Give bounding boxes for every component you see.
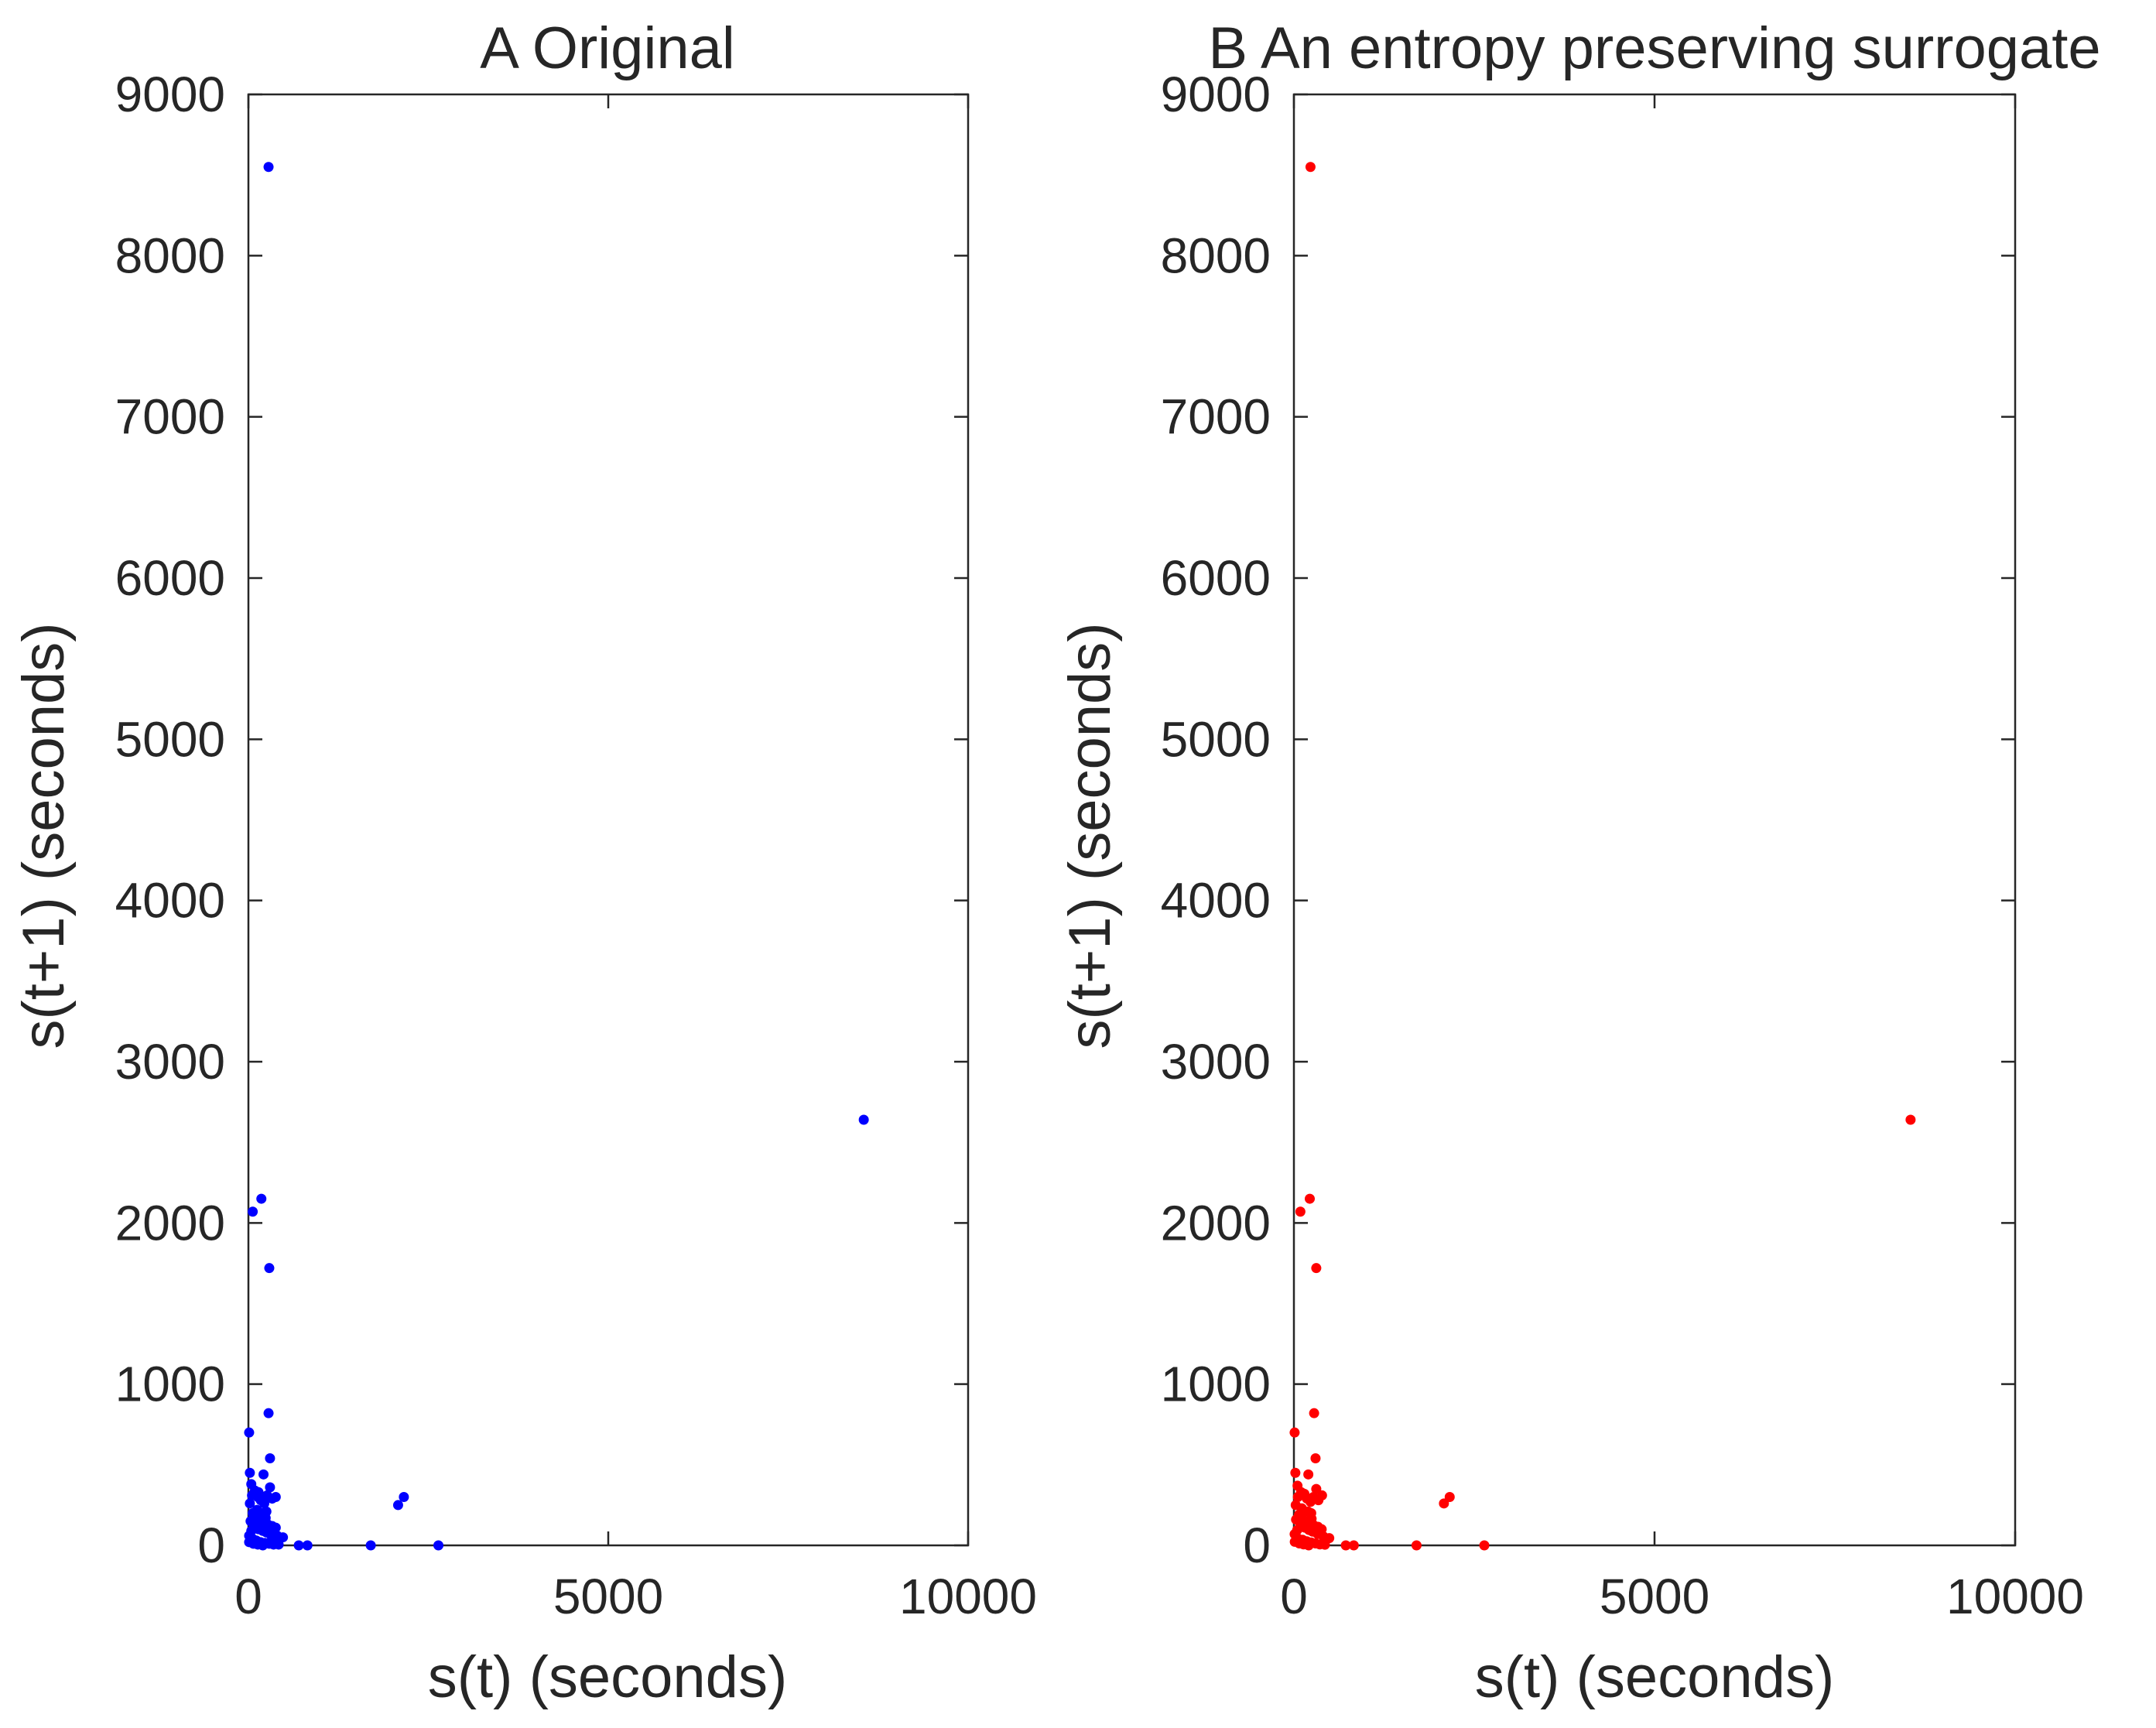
panel-a-data-point: [258, 1498, 269, 1509]
panel-b-ytick-label: 6000: [1161, 550, 1271, 606]
panel-a-ytick-label: 5000: [115, 711, 225, 767]
panel-a-ytick-label: 8000: [115, 228, 225, 283]
panel-a-ytick-label: 0: [197, 1518, 225, 1573]
panel-b-data-point: [1305, 1193, 1316, 1204]
panel-b-data-point: [1303, 1540, 1314, 1551]
panel-b: B An entropy preserving surrogate 0 1000 2…: [1057, 15, 2101, 1710]
panel-a-data-point: [245, 1467, 255, 1478]
panel-a-ylabel: s(t+1) (seconds): [11, 622, 77, 1049]
panel-b-title: B An entropy preserving surrogate: [1208, 15, 2100, 81]
panel-a-data-point: [858, 1114, 869, 1125]
panel-a-data-point: [260, 1513, 271, 1524]
panel-b-data-point: [1290, 1467, 1301, 1478]
panel-a: A Original 0 1000 2000 3000 4000 5000 6000 7000…: [11, 15, 1037, 1710]
panel-a-data-point: [256, 1193, 267, 1204]
panel-b-xtick-label: 0: [1280, 1569, 1308, 1624]
panel-b-data-point: [1905, 1114, 1916, 1125]
panel-a-data-point: [265, 1453, 275, 1463]
panel-b-data-point: [1316, 1490, 1327, 1500]
panel-b-xtick-label: 10000: [1946, 1569, 2084, 1624]
panel-b-data-point: [1348, 1540, 1359, 1551]
panel-b-data-point: [1299, 1488, 1310, 1499]
panel-a-data-point: [246, 1525, 257, 1536]
panel-a-data-point: [263, 1408, 274, 1418]
panel-b-data-point: [1305, 162, 1316, 173]
panel-a-data-point: [273, 1539, 284, 1550]
panel-b-plot: 0 1000 2000 3000 4000 5000 6000 7000 8000 9000 0 50…: [1161, 67, 2084, 1624]
panel-a-data-point: [248, 1206, 258, 1217]
panel-b-data-point: [1306, 1514, 1317, 1524]
panel-a-xtick-label: 10000: [899, 1569, 1037, 1624]
panel-b-data-point: [1444, 1492, 1455, 1502]
panel-a-data-point: [258, 1540, 269, 1551]
panel-a-ytick-label: 9000: [115, 67, 225, 122]
panel-a-data-point: [293, 1540, 304, 1551]
panel-a-data-point: [433, 1540, 444, 1551]
panel-b-xlabel: s(t) (seconds): [1475, 1644, 1835, 1710]
panel-a-xtick-label: 5000: [553, 1569, 663, 1624]
panel-b-ytick-label: 5000: [1161, 711, 1271, 767]
panel-a-data-point: [278, 1532, 289, 1543]
panel-a-data-point: [302, 1540, 313, 1551]
panel-b-ytick-label: 4000: [1161, 873, 1271, 929]
panel-b-data-point: [1309, 1408, 1319, 1418]
panel-a-data-point: [365, 1540, 376, 1551]
panel-b-ytick-label: 0: [1243, 1518, 1271, 1573]
panel-b-ytick-label: 8000: [1161, 228, 1271, 283]
panel-a-ytick-label: 7000: [115, 389, 225, 445]
panel-a-xtick-label: 0: [234, 1569, 262, 1624]
panel-a-data-point: [253, 1487, 264, 1497]
panel-b-data-point: [1295, 1206, 1306, 1217]
panel-b-ytick-label: 2000: [1161, 1195, 1271, 1251]
panel-a-data-point: [399, 1492, 409, 1502]
panel-a-data-point: [392, 1500, 403, 1511]
panel-a-ytick-label: 2000: [115, 1195, 225, 1251]
panel-a-title: A Original: [480, 15, 735, 81]
panel-b-ytick-label: 9000: [1161, 67, 1271, 122]
panel-b-data-point: [1439, 1498, 1449, 1509]
panel-b-data-point: [1319, 1539, 1330, 1550]
panel-a-data-point: [258, 1469, 269, 1480]
panel-b-ytick-label: 1000: [1161, 1357, 1271, 1412]
panel-a-ytick-label: 1000: [115, 1357, 225, 1412]
panel-b-data-point: [1289, 1427, 1300, 1438]
panel-b-data-point: [1303, 1469, 1314, 1480]
panel-a-axes-box: [247, 93, 970, 1547]
panel-b-data-point: [1340, 1540, 1351, 1551]
panel-a-data-point: [264, 1263, 275, 1274]
panel-a-plot: 0 1000 2000 3000 4000 5000 6000 7000 8000 9000 0 50…: [115, 67, 1037, 1624]
panel-b-data-point: [1290, 1500, 1301, 1511]
panel-b-ytick-label: 3000: [1161, 1034, 1271, 1090]
panel-a-xlabel: s(t) (seconds): [428, 1644, 788, 1710]
panel-b-data-point: [1292, 1524, 1302, 1535]
panel-a-data-point: [245, 1498, 255, 1509]
panel-b-ytick-label: 7000: [1161, 389, 1271, 445]
panel-b-axes-box: [1292, 93, 2017, 1547]
panel-a-data-point: [244, 1427, 255, 1438]
panel-a-ytick-label: 4000: [115, 873, 225, 929]
panel-a-data-point: [270, 1522, 281, 1533]
panel-b-data-point: [1316, 1524, 1327, 1535]
panel-a-data-point: [265, 1482, 275, 1493]
panel-a-ytick-label: 6000: [115, 550, 225, 606]
panel-a-data-point: [270, 1492, 281, 1502]
panel-b-data-point: [1311, 1483, 1322, 1494]
panel-b-data-point: [1310, 1453, 1321, 1463]
panel-b-ylabel: s(t+1) (seconds): [1057, 622, 1123, 1049]
panel-a-ytick-label: 3000: [115, 1034, 225, 1090]
panel-b-data-point: [1411, 1540, 1422, 1551]
panel-b-data-point: [1479, 1540, 1490, 1551]
panel-a-data-point: [263, 162, 274, 173]
panel-b-xtick-label: 5000: [1600, 1569, 1709, 1624]
panel-b-data-point: [1311, 1263, 1322, 1274]
